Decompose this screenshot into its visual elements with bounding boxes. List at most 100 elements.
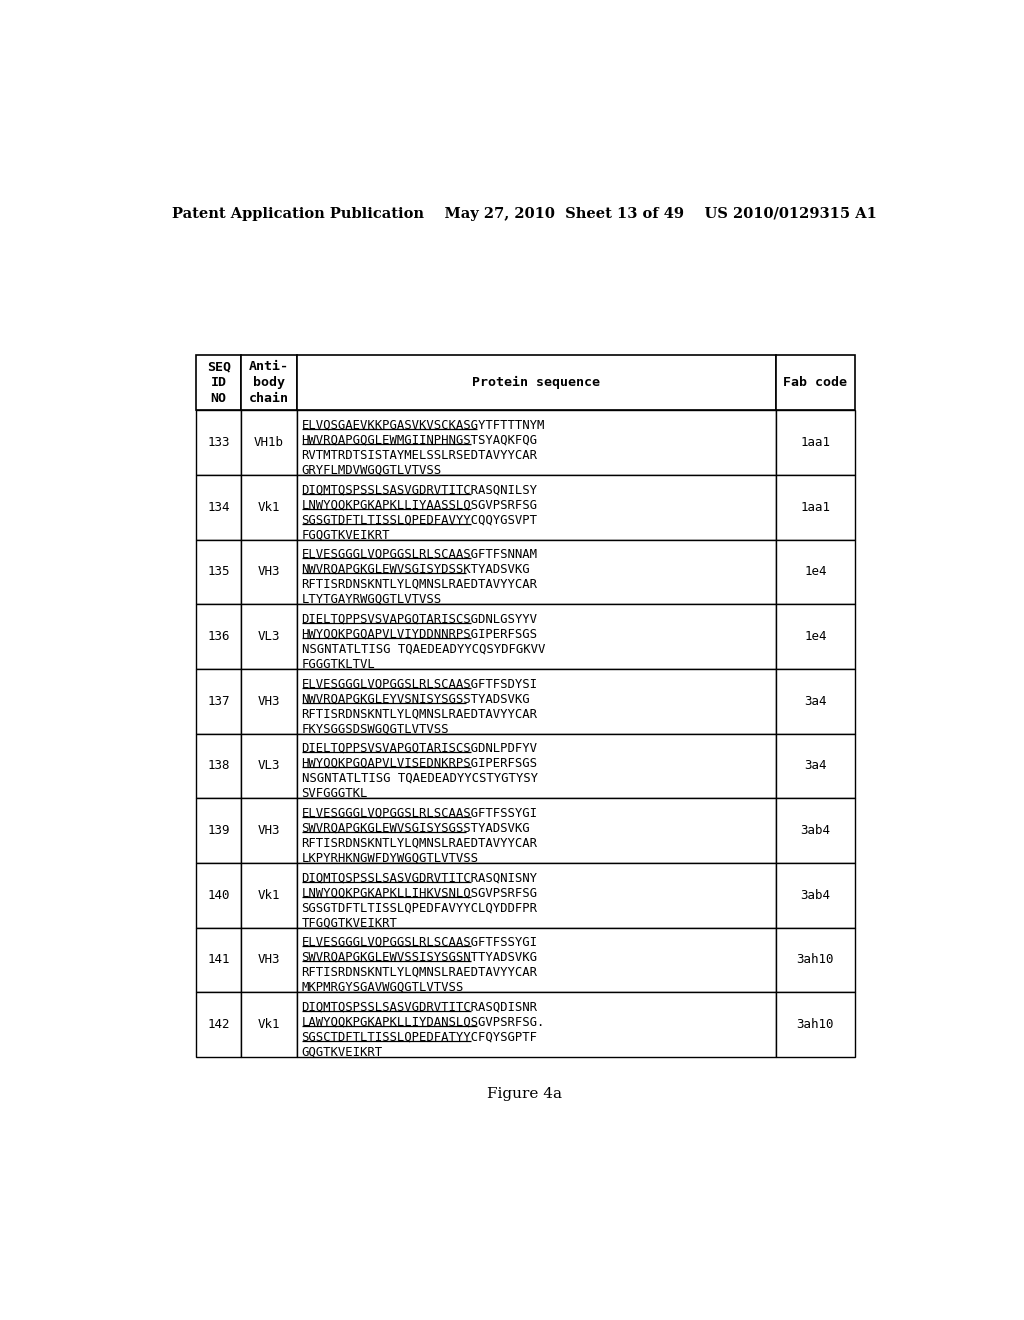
Text: RFTISRDNSKNTLYLQMNSLRAEDTAVYYCAR: RFTISRDNSKNTLYLQMNSLRAEDTAVYYCAR xyxy=(302,837,538,850)
Bar xyxy=(297,669,776,734)
Text: DIELTQPPSVSVAPGQTARISCSGDNLPDFYV: DIELTQPPSVSVAPGQTARISCSGDNLPDFYV xyxy=(302,742,538,755)
Text: ELVQSGAEVKKPGASVKVSCKASGYTFTTTNYM: ELVQSGAEVKKPGASVKVSCKASGYTFTTTNYM xyxy=(302,418,545,432)
Bar xyxy=(297,355,776,411)
Text: RVTMTRDTSISTAYMELSSLRSEDTAVYYCAR: RVTMTRDTSISTAYMELSSLRSEDTAVYYCAR xyxy=(302,449,538,462)
Text: VL3: VL3 xyxy=(258,630,281,643)
Text: VH1b: VH1b xyxy=(254,436,284,449)
Text: RFTISRDNSKNTLYLQMNSLRAEDTAVYYCAR: RFTISRDNSKNTLYLQMNSLRAEDTAVYYCAR xyxy=(302,966,538,979)
Bar xyxy=(197,799,241,863)
Text: 138: 138 xyxy=(208,759,230,772)
Bar xyxy=(776,475,855,540)
Bar xyxy=(241,669,297,734)
Text: 140: 140 xyxy=(208,888,230,902)
Text: SGSGTDFTLTISSLQPEDFAVYYCQQYGSVPT: SGSGTDFTLTISSLQPEDFAVYYCQQYGSVPT xyxy=(302,513,538,527)
Text: NSGNTATLTISG TQAEDEADYYCQSYDFGKVV: NSGNTATLTISG TQAEDEADYYCQSYDFGKVV xyxy=(302,643,545,656)
Text: DIELTQPPSVSVAPGQTARISCSGDNLGSYYV: DIELTQPPSVSVAPGQTARISCSGDNLGSYYV xyxy=(302,612,538,626)
Bar xyxy=(297,928,776,993)
Text: LNWYQQKPGKAPKLLIHKVSNLQSGVPSRFSG: LNWYQQKPGKAPKLLIHKVSNLQSGVPSRFSG xyxy=(302,886,538,899)
Text: 3ab4: 3ab4 xyxy=(801,824,830,837)
Bar xyxy=(776,734,855,799)
Text: 1aa1: 1aa1 xyxy=(801,500,830,513)
Bar xyxy=(776,605,855,669)
Text: 3ah10: 3ah10 xyxy=(797,1018,835,1031)
Text: ELVESGGGLVQPGGSLRLSCAASGFTFSDYSI: ELVESGGGLVQPGGSLRLSCAASGFTFSDYSI xyxy=(302,677,538,690)
Bar xyxy=(241,605,297,669)
Bar xyxy=(297,540,776,605)
Text: Patent Application Publication    May 27, 2010  Sheet 13 of 49    US 2010/012931: Patent Application Publication May 27, 2… xyxy=(172,207,878,220)
Bar xyxy=(197,863,241,928)
Text: 1e4: 1e4 xyxy=(804,565,826,578)
Text: HWYQQKPGQAPVLVISEDNKRPSGIPERFSGS: HWYQQKPGQAPVLVISEDNKRPSGIPERFSGS xyxy=(302,756,538,770)
Bar xyxy=(241,475,297,540)
Text: 139: 139 xyxy=(208,824,230,837)
Text: 141: 141 xyxy=(208,953,230,966)
Bar xyxy=(776,993,855,1057)
Bar xyxy=(297,734,776,799)
Bar xyxy=(776,799,855,863)
Bar xyxy=(197,605,241,669)
Bar xyxy=(297,411,776,475)
Text: ELVESGGGLVQPGGSLRLSCAASGFTFSSYGI: ELVESGGGLVQPGGSLRLSCAASGFTFSSYGI xyxy=(302,936,538,949)
Bar xyxy=(197,669,241,734)
Text: Vk1: Vk1 xyxy=(258,500,281,513)
Bar xyxy=(776,863,855,928)
Text: SVFGGGTKL: SVFGGGTKL xyxy=(302,787,368,800)
Text: Fab code: Fab code xyxy=(783,376,848,389)
Text: 1e4: 1e4 xyxy=(804,630,826,643)
Bar xyxy=(297,799,776,863)
Text: Vk1: Vk1 xyxy=(258,1018,281,1031)
Text: MKPMRGYSGAVWGQGTLVTVSS: MKPMRGYSGAVWGQGTLVTVSS xyxy=(302,981,464,994)
Text: NSGNTATLTISG TQAEDEADYYCSTYGTYSY: NSGNTATLTISG TQAEDEADYYCSTYGTYSY xyxy=(302,772,538,785)
Bar xyxy=(241,863,297,928)
Bar xyxy=(297,993,776,1057)
Text: 135: 135 xyxy=(208,565,230,578)
Text: LKPYRHKNGWFDYWGQGTLVTVSS: LKPYRHKNGWFDYWGQGTLVTVSS xyxy=(302,851,478,865)
Text: SWVRQAPGKGLEWVSGISYSGSSTYADSVKG: SWVRQAPGKGLEWVSGISYSGSSTYADSVKG xyxy=(302,821,530,834)
Text: VH3: VH3 xyxy=(258,565,281,578)
Text: DIQMTQSPSSLSASVGDRVTITCRASQDISNR: DIQMTQSPSSLSASVGDRVTITCRASQDISNR xyxy=(302,1001,538,1014)
Bar xyxy=(241,734,297,799)
Text: 3a4: 3a4 xyxy=(804,694,826,708)
Text: 134: 134 xyxy=(208,500,230,513)
Text: 142: 142 xyxy=(208,1018,230,1031)
Text: GRYFLMDVWGQGTLVTVSS: GRYFLMDVWGQGTLVTVSS xyxy=(302,463,441,477)
Text: FGGGTKLTVL: FGGGTKLTVL xyxy=(302,657,376,671)
Bar xyxy=(197,734,241,799)
Bar xyxy=(241,540,297,605)
Text: Anti-
body
chain: Anti- body chain xyxy=(249,360,289,405)
Text: Vk1: Vk1 xyxy=(258,888,281,902)
Text: DIQMTQSPSSLSASVGDRVTITCRASQNISNY: DIQMTQSPSSLSASVGDRVTITCRASQNISNY xyxy=(302,871,538,884)
Bar xyxy=(241,411,297,475)
Text: Figure 4a: Figure 4a xyxy=(487,1086,562,1101)
Bar xyxy=(197,411,241,475)
Text: 3ab4: 3ab4 xyxy=(801,888,830,902)
Text: 3ah10: 3ah10 xyxy=(797,953,835,966)
Bar xyxy=(197,928,241,993)
Text: SGSGTDFTLTISSLQPEDFAVYYCLQYDDFPR: SGSGTDFTLTISSLQPEDFAVYYCLQYDDFPR xyxy=(302,902,538,915)
Text: LTYTGAYRWGQGTLVTVSS: LTYTGAYRWGQGTLVTVSS xyxy=(302,593,441,606)
Bar xyxy=(776,355,855,411)
Text: FGQGTKVEIKRT: FGQGTKVEIKRT xyxy=(302,528,390,541)
Text: SGSCTDFTLTISSLQPEDFATYYCFQYSGPTF: SGSCTDFTLTISSLQPEDFATYYCFQYSGPTF xyxy=(302,1031,538,1044)
Text: 137: 137 xyxy=(208,694,230,708)
Bar xyxy=(776,928,855,993)
Bar xyxy=(241,928,297,993)
Text: HWVRQAPGQGLEWMGIINPHNGSTSYAQKFQG: HWVRQAPGQGLEWMGIINPHNGSTSYAQKFQG xyxy=(302,433,538,446)
Text: TFGQGTKVEIKRT: TFGQGTKVEIKRT xyxy=(302,916,397,929)
Bar xyxy=(776,540,855,605)
Text: ELVESGGGLVQPGGSLRLSCAASGFTFSSYGI: ELVESGGGLVQPGGSLRLSCAASGFTFSSYGI xyxy=(302,807,538,820)
Text: VH3: VH3 xyxy=(258,694,281,708)
Text: Protein sequence: Protein sequence xyxy=(472,376,600,389)
Text: 3a4: 3a4 xyxy=(804,759,826,772)
Bar xyxy=(297,605,776,669)
Text: DIQMTQSPSSLSASVGDRVTITCRASQNILSY: DIQMTQSPSSLSASVGDRVTITCRASQNILSY xyxy=(302,483,538,496)
Bar xyxy=(197,475,241,540)
Bar xyxy=(197,993,241,1057)
Text: RFTISRDNSKNTLYLQMNSLRAEDTAVYYCAR: RFTISRDNSKNTLYLQMNSLRAEDTAVYYCAR xyxy=(302,578,538,591)
Text: VL3: VL3 xyxy=(258,759,281,772)
Bar xyxy=(776,411,855,475)
Bar xyxy=(241,799,297,863)
Text: LAWYQQKPGKAPKLLIYDANSLQSGVPSRFSG.: LAWYQQKPGKAPKLLIYDANSLQSGVPSRFSG. xyxy=(302,1015,545,1028)
Text: FKYSGGSDSWGQGTLVTVSS: FKYSGGSDSWGQGTLVTVSS xyxy=(302,722,450,735)
Text: 136: 136 xyxy=(208,630,230,643)
